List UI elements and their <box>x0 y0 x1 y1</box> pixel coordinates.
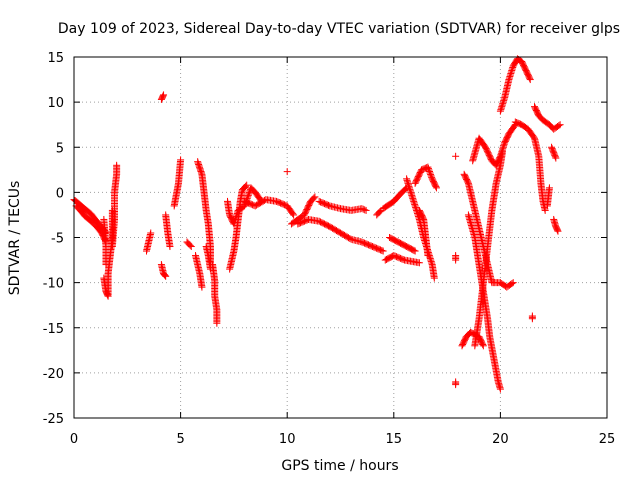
axes: 0 5 10 15 20 25 15 10 5 0 -5 -10 -15 -20 -25 <box>43 51 616 447</box>
x-tick-label: 25 <box>599 432 616 447</box>
data-point <box>452 256 460 264</box>
data-point <box>427 170 435 178</box>
data-point <box>555 122 563 130</box>
data-point <box>415 259 423 267</box>
data-point <box>551 153 559 161</box>
data-point <box>425 166 433 174</box>
data-point <box>177 156 185 164</box>
x-tick-label: 0 <box>70 432 78 447</box>
data-points <box>70 55 564 393</box>
data-point <box>426 169 434 177</box>
data-point <box>358 205 366 213</box>
data-point <box>166 243 174 251</box>
data-point <box>310 194 318 202</box>
x-axis-label: GPS time / hours <box>281 458 398 474</box>
chart-title: Day 109 of 2023, Sidereal Day-to-day VTE… <box>58 21 620 37</box>
data-point <box>508 280 516 288</box>
data-point <box>245 190 253 198</box>
data-point <box>379 247 387 255</box>
data-point <box>147 229 155 237</box>
y-axis-label: SDTVAR / TECUs <box>7 181 23 296</box>
data-point <box>283 168 291 176</box>
data-point <box>479 342 487 350</box>
data-point <box>424 252 432 260</box>
data-point <box>496 385 504 393</box>
data-point <box>361 206 369 214</box>
x-tick-label: 15 <box>386 432 403 447</box>
data-point <box>427 172 435 180</box>
data-point <box>362 206 370 214</box>
data-point <box>426 168 434 176</box>
data-point <box>244 191 252 199</box>
y-tick-label: -25 <box>43 412 64 427</box>
y-tick-label: 10 <box>47 96 64 111</box>
x-tick-label: 10 <box>279 432 296 447</box>
data-point <box>552 154 560 162</box>
data-point <box>430 274 438 282</box>
grid <box>74 57 607 418</box>
data-point <box>410 246 418 254</box>
data-point <box>556 121 564 129</box>
data-point <box>159 92 167 100</box>
data-point <box>545 184 553 192</box>
data-point <box>526 74 534 82</box>
data-point <box>411 247 419 255</box>
data-point <box>479 341 487 349</box>
data-point <box>311 193 319 201</box>
data-point <box>528 315 536 323</box>
data-point <box>376 208 384 216</box>
x-tick-label: 5 <box>176 432 184 447</box>
data-point <box>290 211 298 219</box>
y-tick-label: 0 <box>56 186 64 201</box>
data-point <box>526 76 534 84</box>
y-tick-label: 15 <box>47 51 64 66</box>
y-tick-label: 5 <box>56 141 64 156</box>
data-point <box>161 271 169 279</box>
plot-frame <box>73 56 608 419</box>
y-tick-label: -5 <box>51 232 64 247</box>
data-point <box>541 206 549 214</box>
data-point <box>509 279 517 287</box>
data-point <box>554 227 562 235</box>
data-point <box>452 381 460 389</box>
y-tick-label: -20 <box>43 367 64 382</box>
data-point <box>452 152 460 160</box>
data-point <box>289 210 297 218</box>
data-point <box>187 243 195 251</box>
data-point <box>242 182 250 190</box>
data-point <box>432 184 440 192</box>
data-point <box>244 193 252 201</box>
data-point <box>160 271 168 279</box>
data-point <box>198 283 206 291</box>
data-point <box>432 183 440 191</box>
x-tick-label: 20 <box>492 432 509 447</box>
data-point <box>243 181 251 189</box>
y-tick-label: -15 <box>43 322 64 337</box>
y-tick-label: -10 <box>43 277 64 292</box>
data-point <box>553 226 561 234</box>
data-point <box>424 165 432 173</box>
data-point <box>346 235 354 243</box>
data-point <box>213 319 221 327</box>
data-point <box>325 201 333 209</box>
data-point <box>102 261 110 269</box>
data-point <box>162 272 170 280</box>
data-point <box>424 163 432 171</box>
data-point <box>113 161 121 169</box>
data-point <box>186 241 194 249</box>
data-point <box>160 91 168 99</box>
data-point <box>378 246 386 254</box>
data-point <box>359 205 367 213</box>
